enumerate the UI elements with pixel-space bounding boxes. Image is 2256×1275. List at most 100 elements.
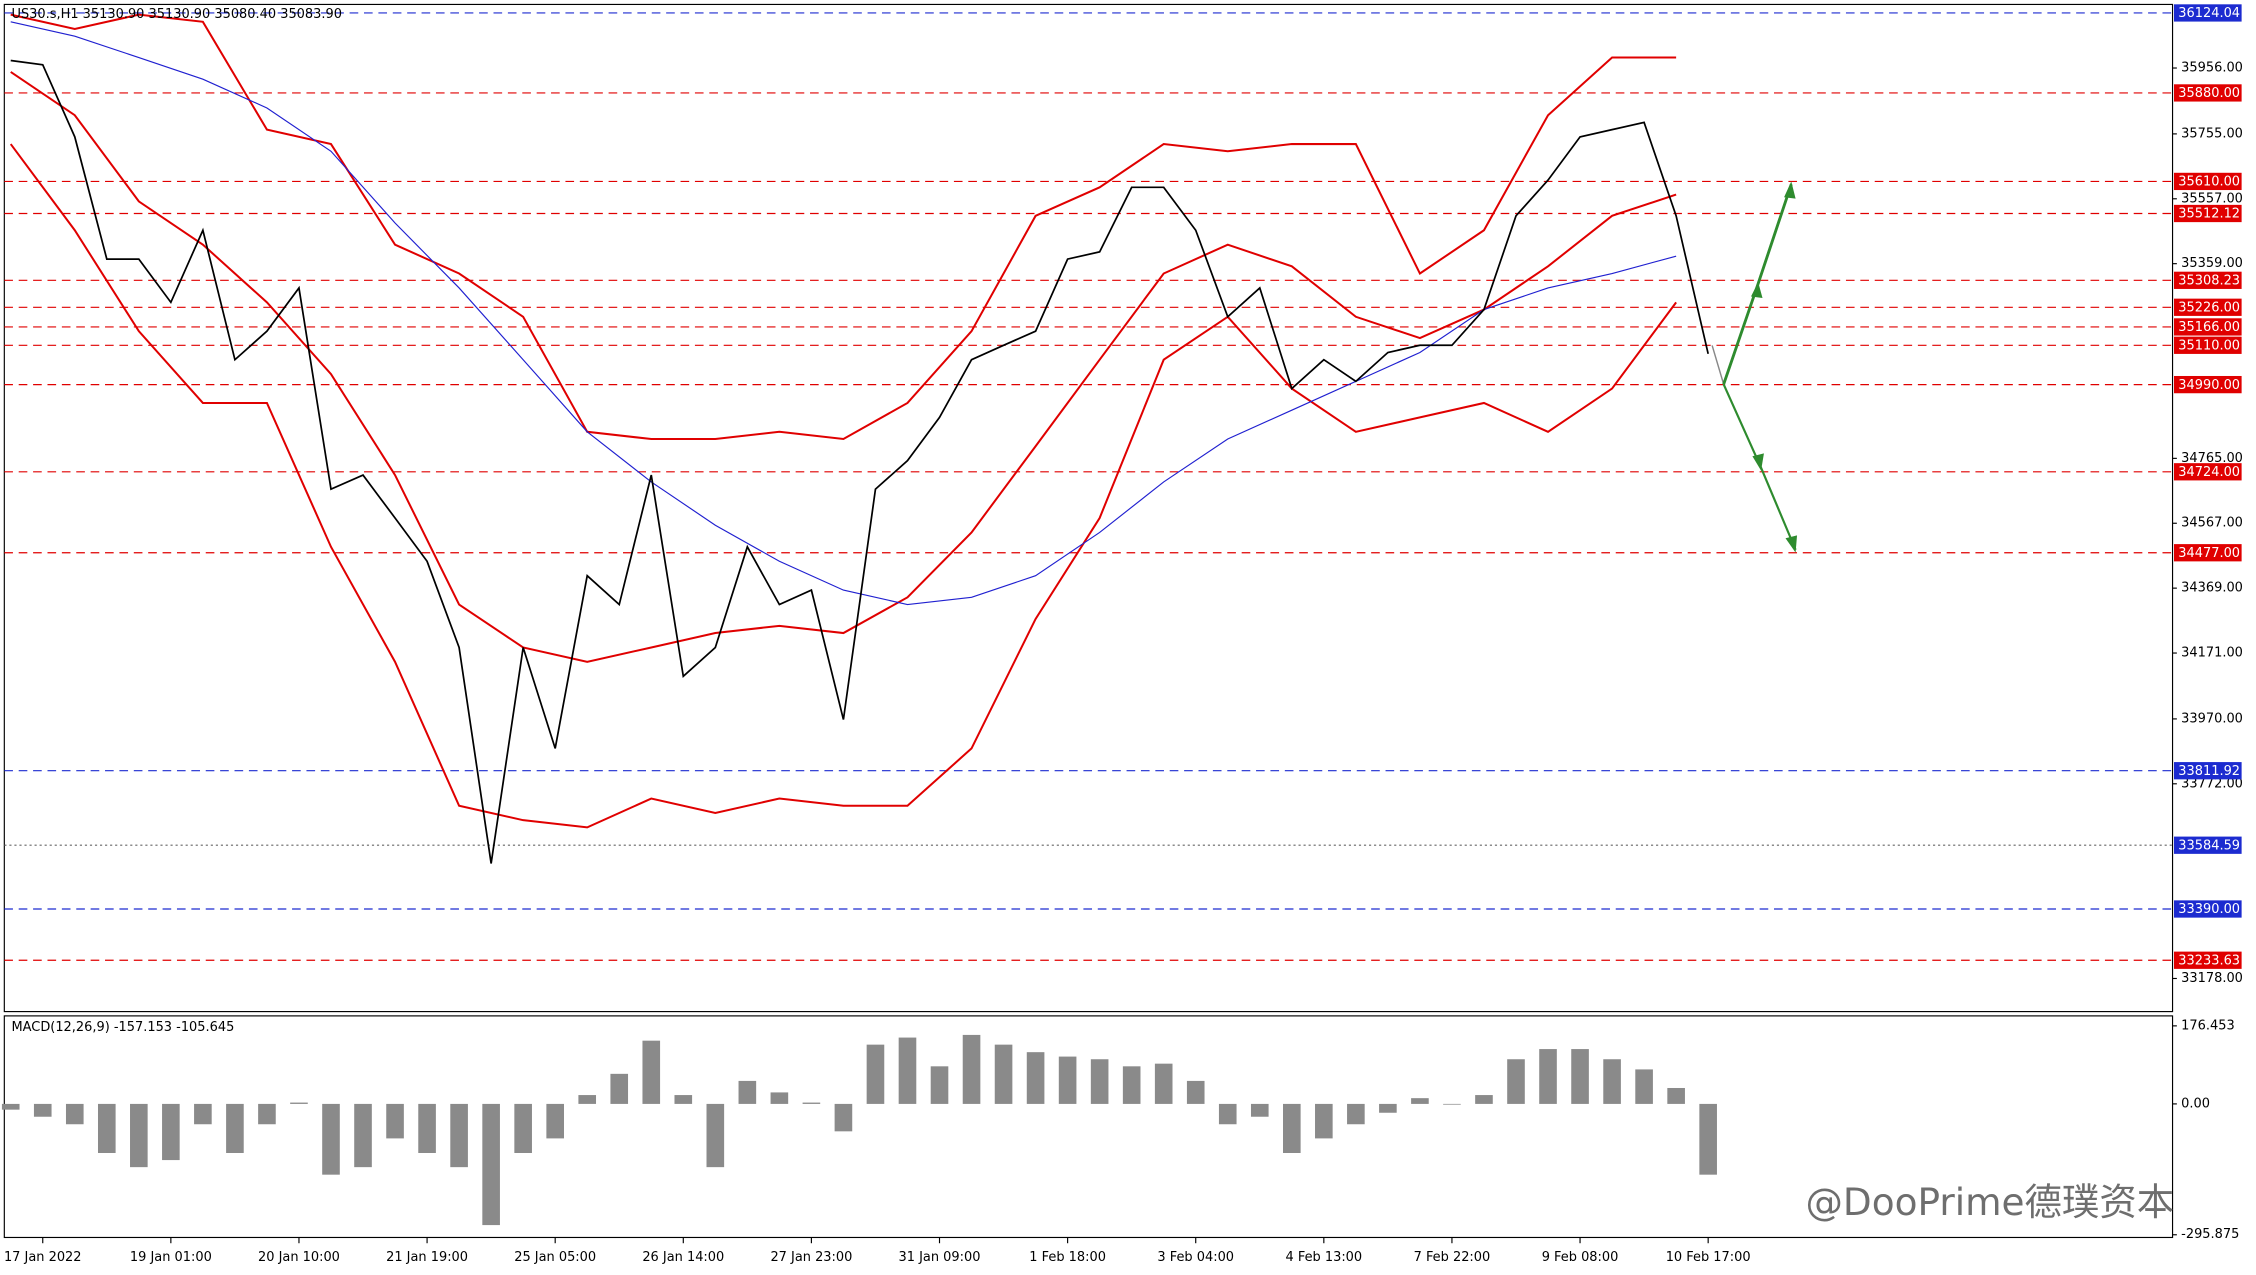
macd-bar [322,1103,340,1175]
level-label: 35226.00 [2178,300,2240,315]
macd-bar [290,1102,308,1104]
x-tick-label: 21 Jan 19:00 [386,1250,468,1265]
y-tick-label: 33178.00 [2181,971,2243,986]
level-label-box [2173,762,2242,780]
macd-bar [1507,1059,1525,1104]
macd-bar [97,1103,116,1153]
macd-bar [642,1040,661,1104]
y-tick-label: 35956.00 [2181,61,2243,76]
y-tick-label: 34765.00 [2181,451,2243,466]
level-label-box [2173,836,2242,854]
y-tick-label: 176.453 [2181,1018,2235,1033]
macd-bar [386,1103,404,1139]
macd-bar [1218,1103,1237,1125]
level-label-box [2173,900,2242,918]
level-label-box [2173,84,2242,102]
macd-bar [1122,1066,1141,1104]
up-arrow-mid [1750,282,1763,298]
level-label: 33811.92 [2178,764,2240,779]
y-tick-label: 35359.00 [2181,256,2243,271]
y-tick-label: 35557.00 [2181,191,2243,206]
macd-bar [258,1103,276,1125]
x-tick-label: 25 Jan 05:00 [514,1250,596,1265]
x-tick-label: 26 Jan 14:00 [642,1250,724,1265]
indicator-line [10,71,1677,663]
x-tick-label: 7 Feb 22:00 [1414,1250,1491,1265]
level-label-box [2173,463,2242,481]
macd-bar [33,1103,52,1117]
macd-bar [738,1080,757,1104]
macd-bar [578,1095,597,1104]
level-label-box [2173,336,2242,354]
x-tick-label: 1 Feb 18:00 [1029,1250,1106,1265]
level-label: 35512.12 [2178,207,2240,222]
x-tick-label: 31 Jan 09:00 [899,1250,981,1265]
x-tick-label: 9 Feb 08:00 [1542,1250,1619,1265]
level-label: 33584.59 [2178,838,2240,853]
price-pane [3,3,2174,1013]
macd-bar [1186,1080,1205,1104]
level-label-box [2173,271,2242,289]
macd-bar [1,1103,20,1110]
indicator-line [10,13,1677,441]
y-tick-label: -295.875 [2181,1227,2239,1242]
level-label: 34477.00 [2178,546,2240,561]
plot: 35956.00 35755.00 35557.00 35359.00 34765.00… [1,4,2243,1265]
macd-bar [1443,1103,1461,1105]
x-tick-label: 4 Feb 13:00 [1286,1250,1363,1265]
x-tick-label: 10 Feb 17:00 [1666,1250,1751,1265]
macd-bar [1058,1056,1077,1104]
macd-bar [1667,1087,1685,1104]
y-tick-label: 34369.00 [2181,581,2243,596]
level-label-box [2173,172,2242,191]
macd-bar [1154,1063,1173,1104]
level-label-box [2173,375,2242,394]
macd-bar [1090,1059,1109,1104]
x-tick-label: 17 Jan 2022 [4,1250,82,1265]
macd-bar [1250,1103,1269,1117]
macd-bar [674,1095,693,1104]
macd-bar [994,1044,1013,1104]
y-tick-label: 35755.00 [2181,126,2243,141]
macd-bar [1603,1059,1621,1104]
macd-bar [1571,1049,1589,1104]
macd-pane [3,1015,2174,1239]
down-arrow-head [1785,535,1798,553]
indicator-line [10,21,1677,606]
y-tick-label: 33970.00 [2181,711,2243,726]
x-tick-label: 20 Jan 10:00 [258,1250,340,1265]
level-label: 35308.23 [2178,274,2240,289]
level-label: 36124.04 [2178,6,2240,21]
macd-bar [65,1103,84,1125]
level-label: 33390.00 [2178,902,2240,917]
macd-bar [450,1103,468,1168]
macd-bar [546,1103,564,1139]
level-label: 34990.00 [2178,378,2240,393]
macd-bar [354,1103,372,1168]
macd-bar [1379,1103,1397,1113]
macd-bar [1282,1103,1301,1153]
macd-bar [226,1103,244,1153]
x-tick-label: 3 Feb 04:00 [1157,1250,1234,1265]
symbol-header: US30.s,H1 35130.90 35130.90 35080.40 350… [12,7,342,22]
macd-bar [834,1103,853,1132]
level-label-box [2173,204,2242,223]
macd-bar [1411,1098,1429,1104]
level-label: 33233.63 [2178,953,2240,968]
level-label-box [2173,951,2242,969]
macd-bar [1699,1103,1717,1175]
x-tick-label: 27 Jan 23:00 [770,1250,852,1265]
down-arrow-mid [1752,453,1764,471]
price-line [10,59,1709,864]
macd-title: MACD(12,26,9) -157.153 -105.645 [12,1020,235,1035]
level-label: 35166.00 [2178,320,2240,335]
projection-stem [1711,345,1725,385]
y-tick-label: 34171.00 [2181,646,2243,661]
macd-bar [610,1073,629,1104]
watermark: @DooPrime德璞资本 [1806,1180,2175,1224]
macd-bar [962,1034,981,1104]
y-tick-label: 33772.00 [2181,776,2243,791]
indicator-line [9,143,1677,829]
